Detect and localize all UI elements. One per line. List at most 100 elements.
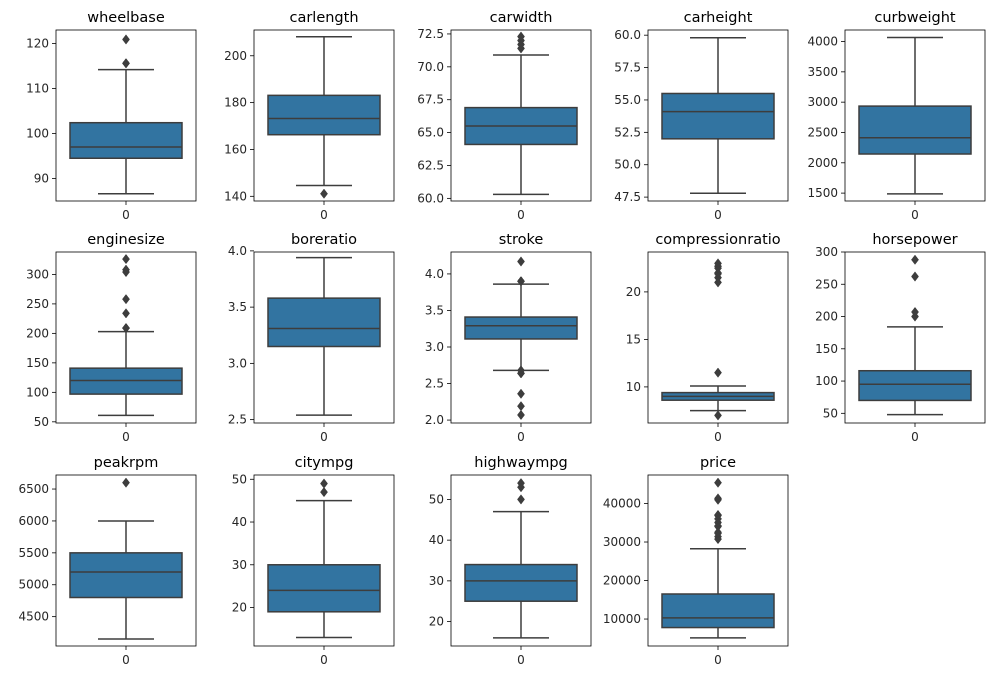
outlier-point: [122, 477, 130, 488]
subplot-title: citympg: [295, 455, 354, 471]
y-tick-label: 180: [224, 96, 247, 110]
y-tick-label: 20000: [603, 574, 641, 588]
y-tick-label: 3.0: [425, 340, 444, 354]
y-tick-label: 2.0: [425, 413, 444, 427]
subplot-carlength: 140 160 180 200 0 carlength: [224, 10, 395, 222]
outlier-point: [122, 322, 130, 334]
subplot-enginesize: 50 100 150 200 250 300 0 enginesize: [26, 232, 197, 444]
y-tick-label: 47.5: [614, 190, 641, 204]
y-tick-label: 40000: [603, 497, 641, 511]
y-tick-label: 15: [626, 332, 641, 346]
x-tick-label: 0: [517, 653, 525, 667]
subplot-title: price: [700, 455, 736, 471]
outlier-point: [517, 478, 525, 489]
subplot-compressionratio: 10 15 20 0 compressionratio: [626, 232, 789, 444]
y-tick-label: 50: [34, 415, 49, 429]
y-tick-label: 62.5: [417, 158, 444, 172]
outlier-point: [714, 493, 722, 504]
subplot-price: 10000 20000 30000 40000 0 price: [603, 455, 789, 667]
outlier-point: [122, 308, 130, 319]
y-tick-label: 100: [26, 385, 49, 399]
x-tick-label: 0: [517, 208, 525, 222]
x-tick-label: 0: [714, 653, 722, 667]
x-tick-label: 0: [320, 208, 328, 222]
outlier-point: [714, 258, 722, 269]
y-tick-label: 50: [429, 492, 444, 506]
subplot-title: enginesize: [87, 232, 165, 248]
y-tick-label: 4000: [807, 35, 838, 49]
y-tick-label: 70.0: [417, 60, 444, 74]
subplot-title: boreratio: [291, 232, 357, 248]
subplot-title: curbweight: [874, 10, 956, 26]
y-tick-label: 6000: [18, 514, 49, 528]
outlier-point: [122, 34, 130, 45]
subplot-title: compressionratio: [655, 232, 780, 248]
y-tick-label: 150: [815, 342, 838, 356]
y-tick-label: 40: [232, 515, 247, 529]
subplot-citympg: 20 30 40 50 0 citympg: [232, 455, 395, 667]
y-tick-label: 100: [26, 127, 49, 141]
outlier-point: [122, 294, 130, 305]
y-tick-label: 2.5: [425, 377, 444, 391]
y-tick-label: 4500: [18, 610, 49, 624]
outlier-point: [911, 306, 919, 318]
x-tick-label: 0: [122, 430, 130, 444]
x-tick-label: 0: [517, 430, 525, 444]
outlier-point: [320, 188, 328, 199]
outlier-point: [714, 410, 722, 421]
subplot-wheelbase: 90 100 110 120 0 wheelbase: [26, 10, 197, 222]
iqr-box: [661, 92, 775, 140]
subplot-title: horsepower: [872, 232, 957, 248]
outlier-point: [517, 256, 525, 267]
outlier-point: [517, 494, 525, 505]
iqr-box: [267, 297, 381, 348]
y-tick-label: 200: [815, 310, 838, 324]
y-tick-label: 10: [626, 380, 641, 394]
subplot-boreratio: 2.5 3.0 3.5 4.0 0 boreratio: [228, 232, 395, 444]
y-tick-label: 120: [26, 37, 49, 51]
y-tick-label: 3.5: [425, 303, 444, 317]
y-tick-label: 4.0: [228, 244, 247, 258]
outlier-point: [122, 253, 130, 265]
y-tick-label: 30: [232, 558, 247, 572]
y-tick-label: 67.5: [417, 93, 444, 107]
y-tick-label: 6500: [18, 482, 49, 496]
y-tick-label: 5500: [18, 546, 49, 560]
outlier-point: [517, 365, 525, 376]
iqr-box: [267, 94, 381, 136]
subplot-title: highwaympg: [474, 455, 567, 471]
outlier-point: [517, 276, 525, 287]
y-tick-label: 1500: [807, 186, 838, 200]
subplot-peakrpm: 4500 5000 5500 6000 6500 0 peakrpm: [18, 455, 197, 667]
outlier-point: [714, 367, 722, 378]
x-tick-label: 0: [911, 430, 919, 444]
y-tick-label: 50.0: [614, 158, 641, 172]
y-tick-label: 2500: [807, 125, 838, 139]
outlier-point: [517, 388, 525, 399]
y-tick-label: 90: [34, 172, 49, 186]
subplot-curbweight: 1500 2000 2500 3000 3500 4000 0 curbweight: [807, 10, 986, 222]
subplot-title: carwidth: [490, 10, 553, 26]
y-tick-label: 300: [26, 267, 49, 281]
subplot-title: carheight: [684, 10, 753, 26]
subplot-title: stroke: [499, 232, 544, 248]
y-tick-label: 40: [429, 533, 444, 547]
subplot-title: peakrpm: [94, 455, 159, 471]
y-tick-label: 50: [823, 406, 838, 420]
y-tick-label: 60.0: [417, 191, 444, 205]
iqr-box: [69, 121, 183, 159]
y-tick-label: 200: [26, 326, 49, 340]
y-tick-label: 3.0: [228, 356, 247, 370]
y-tick-label: 72.5: [417, 27, 444, 41]
subplot-horsepower: 50 100 150 200 250 300 0 horsepower: [815, 232, 986, 444]
iqr-box: [464, 563, 578, 602]
iqr-box: [661, 593, 775, 629]
outlier-point: [911, 271, 919, 282]
y-tick-label: 57.5: [614, 61, 641, 75]
subplot-carwidth: 60.0 62.5 65.0 67.5 70.0 72.5 0 carwidth: [417, 10, 592, 222]
outlier-point: [320, 487, 328, 498]
y-tick-label: 110: [26, 82, 49, 96]
y-tick-label: 300: [815, 245, 838, 259]
y-tick-label: 140: [224, 189, 247, 203]
